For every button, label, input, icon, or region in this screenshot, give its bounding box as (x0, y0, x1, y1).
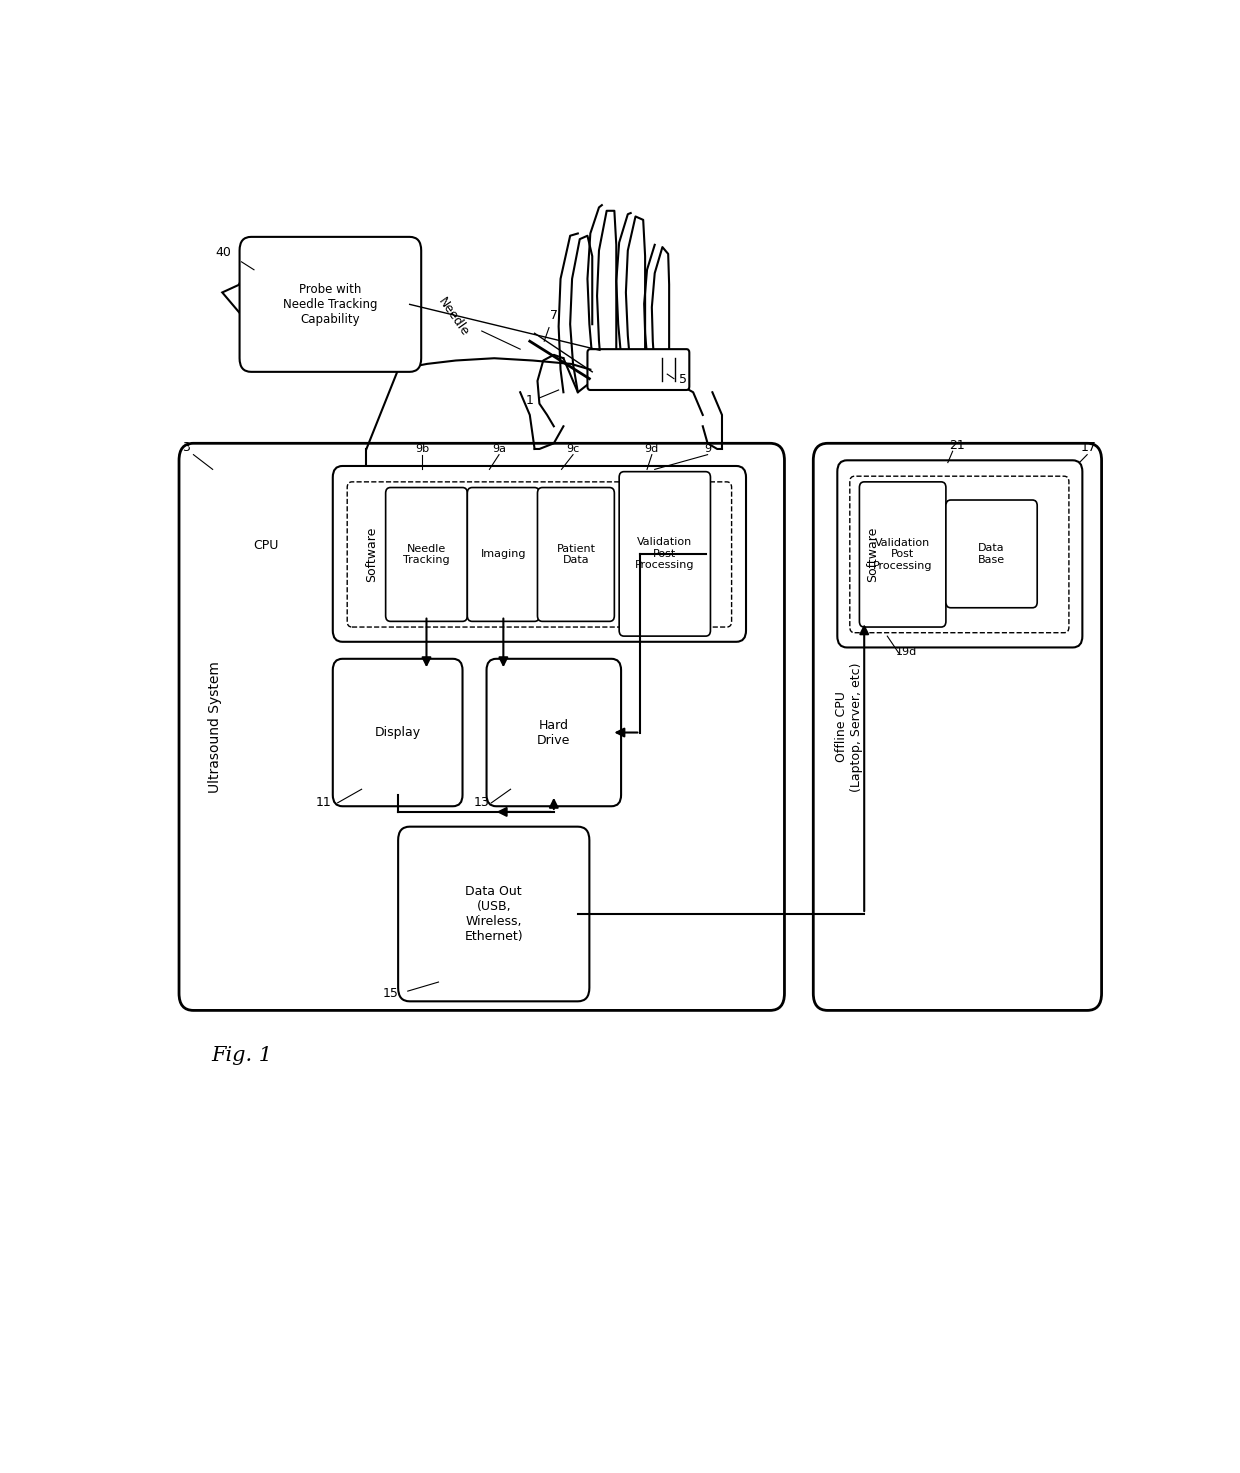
FancyBboxPatch shape (946, 499, 1037, 608)
FancyBboxPatch shape (859, 482, 946, 627)
FancyBboxPatch shape (813, 443, 1101, 1010)
Text: Needle
Tracking: Needle Tracking (403, 544, 450, 566)
FancyBboxPatch shape (347, 482, 732, 627)
FancyBboxPatch shape (537, 488, 614, 622)
Text: 5: 5 (678, 373, 687, 386)
FancyBboxPatch shape (837, 460, 1083, 648)
FancyBboxPatch shape (588, 349, 689, 390)
Text: Fig. 1: Fig. 1 (211, 1046, 272, 1065)
Text: CPU: CPU (253, 539, 278, 552)
Text: 7: 7 (549, 308, 558, 321)
Text: 9a: 9a (492, 445, 506, 454)
Text: 15: 15 (382, 987, 398, 1000)
Text: 21: 21 (950, 439, 965, 452)
Text: Validation
Post
Processing: Validation Post Processing (635, 538, 694, 570)
Polygon shape (239, 278, 268, 306)
Text: Probe with
Needle Tracking
Capability: Probe with Needle Tracking Capability (283, 283, 378, 326)
Text: 1: 1 (526, 393, 533, 407)
Text: Software: Software (867, 527, 879, 582)
FancyBboxPatch shape (486, 658, 621, 806)
FancyBboxPatch shape (332, 658, 463, 806)
FancyBboxPatch shape (619, 471, 711, 636)
Text: 13: 13 (474, 797, 490, 809)
Text: 3: 3 (182, 442, 190, 454)
Text: 9b: 9b (415, 445, 429, 454)
Text: Patient
Data: Patient Data (557, 544, 595, 566)
FancyBboxPatch shape (467, 488, 539, 622)
Text: Offline CPU
(Laptop, Server, etc): Offline CPU (Laptop, Server, etc) (835, 661, 863, 791)
Text: Software: Software (365, 527, 378, 582)
FancyBboxPatch shape (386, 488, 467, 622)
Text: 11: 11 (315, 797, 331, 809)
Text: 40: 40 (216, 246, 232, 259)
Text: Display: Display (374, 726, 420, 739)
Text: 9c: 9c (567, 445, 579, 454)
Polygon shape (222, 284, 259, 315)
FancyBboxPatch shape (398, 826, 589, 1002)
Text: Data Out
(USB,
Wireless,
Ethernet): Data Out (USB, Wireless, Ethernet) (465, 885, 523, 943)
Text: Data
Base: Data Base (978, 544, 1006, 564)
Text: Needle: Needle (435, 296, 471, 339)
Text: 17: 17 (1081, 442, 1096, 454)
FancyBboxPatch shape (179, 443, 785, 1010)
Text: 9: 9 (704, 445, 711, 454)
FancyBboxPatch shape (332, 465, 746, 642)
Text: Imaging: Imaging (481, 549, 526, 560)
FancyBboxPatch shape (849, 476, 1069, 633)
Text: 9d: 9d (645, 445, 658, 454)
Text: Ultrasound System: Ultrasound System (207, 661, 222, 792)
Text: Hard
Drive: Hard Drive (537, 719, 570, 747)
Text: Validation
Post
Processing: Validation Post Processing (873, 538, 932, 572)
FancyBboxPatch shape (239, 237, 422, 371)
Text: 19d: 19d (895, 648, 918, 657)
